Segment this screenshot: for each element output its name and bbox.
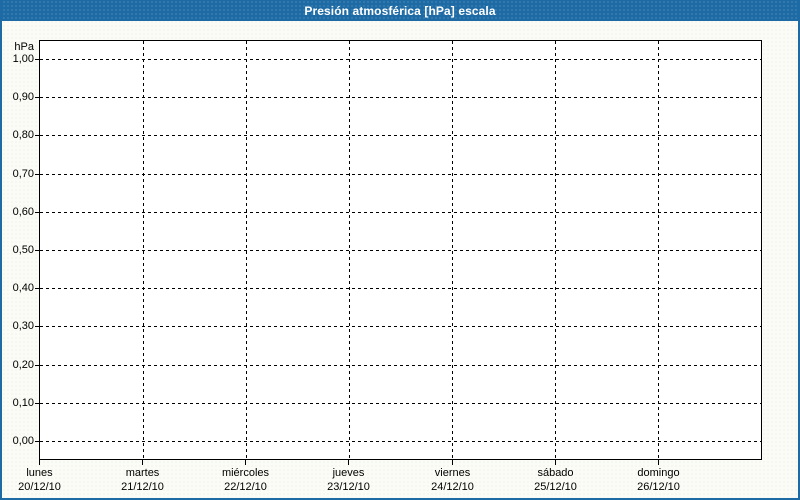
y-tick-label: 0,00	[12, 435, 34, 447]
x-axis-tick	[658, 460, 659, 465]
x-day-date-label: 26/12/10	[637, 481, 680, 493]
x-day-name-label: martes	[125, 467, 160, 479]
x-day-name-label: jueves	[332, 467, 365, 479]
y-tick-label: 1,00	[12, 53, 34, 65]
x-day-date-label: 22/12/10	[224, 481, 267, 493]
x-day-name-label: miércoles	[221, 467, 270, 479]
x-day-name-label: sábado	[537, 467, 574, 479]
x-day-name-label: domingo	[637, 467, 680, 479]
x-day-label-group: domingo 26/12/10	[608, 466, 709, 494]
h-gridline	[40, 365, 761, 366]
y-axis-tick	[35, 250, 39, 251]
x-day-label-group: jueves 23/12/10	[298, 466, 399, 494]
y-axis-tick	[35, 441, 39, 442]
v-gridline	[658, 41, 659, 459]
x-day-date-label: 24/12/10	[431, 481, 474, 493]
y-axis-tick	[35, 59, 39, 60]
v-gridline	[246, 41, 247, 459]
x-axis-tick	[245, 460, 246, 465]
x-axis-tick	[142, 460, 143, 465]
y-tick-label: 0,30	[12, 320, 34, 332]
v-gridline	[349, 41, 350, 459]
x-day-date-label: 25/12/10	[534, 481, 577, 493]
x-day-date-label: 21/12/10	[121, 481, 164, 493]
h-gridline	[40, 59, 761, 60]
x-day-name-label: lunes	[26, 467, 53, 479]
chart-title: Presión atmosférica [hPa] escala	[304, 3, 496, 18]
plot-frame	[39, 40, 762, 460]
y-axis-tick	[35, 212, 39, 213]
h-gridline	[40, 135, 761, 136]
y-axis-unit-label: hPa	[14, 41, 34, 53]
y-axis-tick	[35, 365, 39, 366]
y-axis-tick	[35, 326, 39, 327]
x-day-date-label: 23/12/10	[327, 481, 370, 493]
y-tick-label: 0,60	[12, 206, 34, 218]
h-gridline	[40, 441, 761, 442]
x-day-name-label: viernes	[434, 467, 471, 479]
x-day-label-group: martes 21/12/10	[92, 466, 193, 494]
y-axis-tick	[35, 135, 39, 136]
y-axis-tick	[35, 403, 39, 404]
h-gridline	[40, 288, 761, 289]
x-axis-tick	[555, 460, 556, 465]
y-tick-label: 0,50	[12, 244, 34, 256]
y-tick-label: 0,90	[12, 91, 34, 103]
y-tick-label: 0,10	[12, 397, 34, 409]
v-gridline	[143, 41, 144, 459]
y-axis-tick	[35, 174, 39, 175]
y-tick-label: 0,80	[12, 129, 34, 141]
h-gridline	[40, 403, 761, 404]
x-day-label-group: miércoles 22/12/10	[195, 466, 296, 494]
y-axis-tick	[35, 97, 39, 98]
x-day-label-group: sábado 25/12/10	[505, 466, 606, 494]
h-gridline	[40, 174, 761, 175]
y-tick-label: 0,70	[12, 168, 34, 180]
y-axis-tick	[35, 288, 39, 289]
h-gridline	[40, 212, 761, 213]
x-day-date-label: 20/12/10	[18, 481, 61, 493]
title-bar: Presión atmosférica [hPa] escala	[2, 0, 798, 21]
x-axis-tick	[348, 460, 349, 465]
y-tick-label: 0,40	[12, 282, 34, 294]
x-axis-tick	[452, 460, 453, 465]
h-gridline	[40, 250, 761, 251]
h-gridline	[40, 326, 761, 327]
y-tick-label: 0,20	[12, 359, 34, 371]
x-axis-tick	[39, 460, 40, 465]
v-gridline	[452, 41, 453, 459]
h-gridline	[40, 97, 761, 98]
x-day-label-group: lunes 20/12/10	[2, 466, 90, 494]
x-day-label-group: viernes 24/12/10	[402, 466, 503, 494]
v-gridline	[555, 41, 556, 459]
